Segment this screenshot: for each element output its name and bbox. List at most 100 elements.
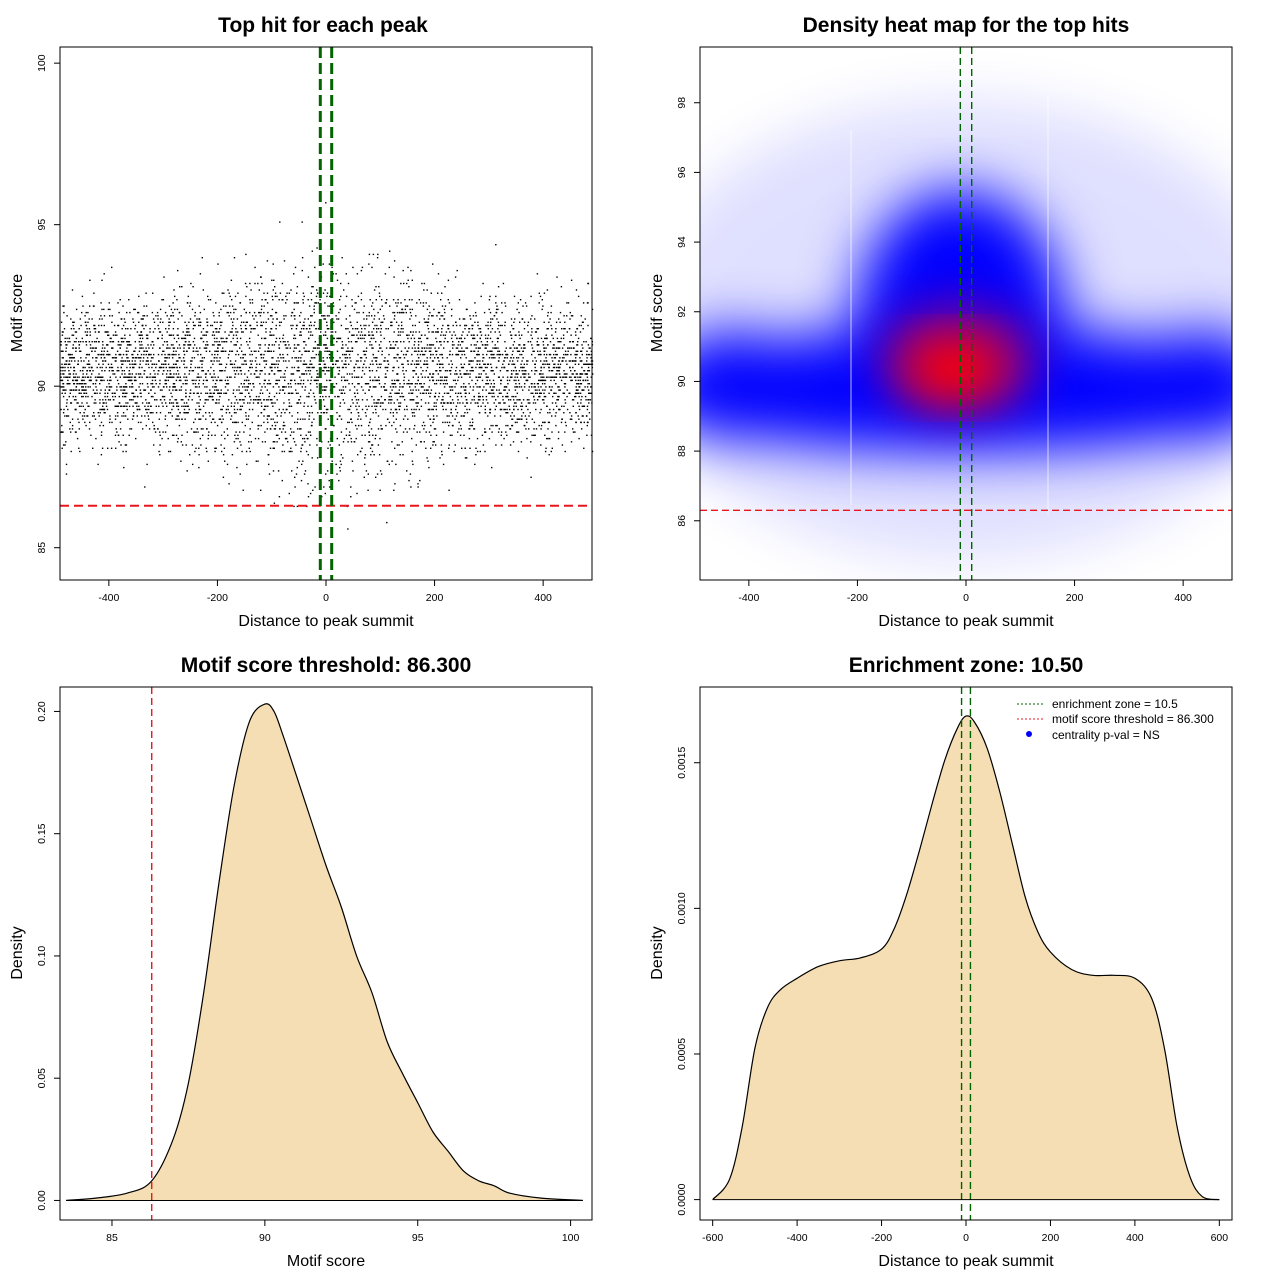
scatter-point [538, 392, 541, 394]
scatter-point [456, 412, 459, 414]
scatter-point [522, 399, 525, 401]
scatter-point [293, 344, 296, 346]
scatter-point [384, 366, 386, 369]
scatter-point [439, 370, 441, 372]
scatter-point [126, 360, 129, 362]
scatter-point [381, 428, 383, 430]
scatter-point [129, 373, 131, 375]
scatter-point [304, 441, 306, 443]
scatter-point [246, 321, 248, 323]
scatter-point [477, 350, 479, 352]
scatter-point [100, 408, 103, 411]
scatter-point [410, 337, 412, 340]
scatter-point [66, 402, 68, 404]
scatter-point [347, 282, 350, 285]
scatter-point [497, 395, 499, 398]
scatter-point [399, 402, 402, 404]
scatter-point [276, 415, 278, 417]
scatter-point [388, 341, 391, 343]
scatter-point [267, 415, 270, 417]
scatter-point [326, 350, 328, 352]
scatter-point [447, 279, 450, 281]
scatter-point [181, 286, 183, 288]
scatter-point [292, 324, 294, 327]
scatter-point [327, 350, 329, 352]
scatter-point [522, 305, 524, 307]
scatter-point [372, 386, 375, 388]
scatter-point [365, 324, 367, 327]
scatter-point [92, 347, 95, 349]
scatter-point [431, 315, 433, 317]
scatter-point [257, 350, 260, 352]
scatter-point [304, 470, 307, 472]
scatter-point [258, 289, 260, 291]
scatter-point [105, 366, 107, 369]
scatter-point [109, 353, 111, 356]
scatter-point [161, 299, 163, 301]
scatter-point [270, 328, 272, 330]
scatter-point [65, 405, 68, 407]
scatter-point [204, 399, 206, 401]
scatter-point [89, 379, 91, 382]
scatter-point [502, 399, 504, 401]
scatter-point [332, 363, 334, 365]
scatter-point [380, 299, 383, 301]
scatter-point [150, 360, 152, 362]
scatter-point [319, 299, 321, 301]
scatter-point [540, 379, 542, 382]
scatter-point [528, 389, 530, 391]
scatter-point [316, 373, 319, 375]
scatter-point [323, 486, 325, 488]
scatter-point [303, 373, 305, 375]
scatter-point [564, 373, 567, 375]
scatter-point [261, 305, 263, 307]
scatter-point [575, 334, 577, 336]
scatter-point [439, 457, 441, 459]
scatter-point [111, 366, 114, 369]
scatter-point [228, 376, 231, 378]
scatter-point [352, 402, 354, 404]
scatter-point [462, 318, 464, 320]
scatter-point [326, 370, 328, 372]
scatter-point [118, 395, 120, 398]
scatter-point [564, 399, 566, 401]
scatter-point [276, 360, 278, 362]
scatter-point [503, 360, 505, 362]
scatter-point [147, 337, 149, 340]
scatter-point [312, 357, 314, 359]
scatter-point [145, 363, 147, 365]
scatter-point [364, 334, 366, 336]
scatter-point [150, 395, 153, 398]
scatter-point [408, 341, 410, 343]
scatter-point [528, 399, 530, 401]
scatter-point [559, 311, 562, 314]
scatter-point [355, 437, 357, 440]
scatter-point [570, 353, 572, 356]
scatter-point [499, 353, 501, 356]
scatter-point [505, 395, 507, 398]
scatter-point [275, 379, 277, 382]
scatter-point [82, 386, 84, 388]
scatter-point [411, 299, 413, 301]
scatter-point [333, 321, 335, 323]
scatter-point [263, 337, 266, 340]
scatter-point [395, 428, 397, 430]
scatter-point [245, 328, 248, 330]
scatter-point [385, 366, 387, 369]
scatter-point [311, 334, 314, 336]
scatter-point [421, 350, 423, 352]
scatter-point [158, 450, 160, 453]
scatter-point [176, 341, 178, 343]
scatter-point [185, 392, 187, 394]
scatter-point [495, 424, 497, 427]
scatter-point [76, 402, 78, 404]
scatter-point [145, 350, 148, 352]
scatter-point [490, 383, 492, 385]
scatter-point [65, 363, 67, 365]
scatter-point [125, 328, 127, 330]
scatter-point [249, 402, 251, 404]
scatter-point [354, 302, 356, 304]
scatter-point [558, 347, 561, 349]
scatter-point [493, 392, 495, 394]
scatter-point [129, 334, 131, 336]
